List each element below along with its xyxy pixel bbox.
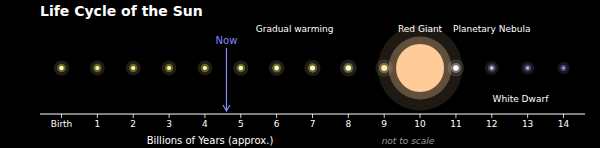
star <box>269 60 285 76</box>
star <box>90 61 105 76</box>
x-tick-label: 4 <box>202 119 208 129</box>
stars <box>54 26 570 111</box>
star-core <box>239 66 244 71</box>
star-glow <box>488 64 495 71</box>
star-glow <box>165 64 173 72</box>
star <box>447 60 464 77</box>
x-tick-label: 7 <box>310 119 316 129</box>
note: not to scale <box>382 136 435 146</box>
star-glow <box>343 63 353 73</box>
x-tick-label: Birth <box>51 119 73 129</box>
x-tick <box>276 114 277 118</box>
x-tick <box>312 114 313 118</box>
star-glow <box>272 64 281 73</box>
x-tick-label: 3 <box>166 119 172 129</box>
annotation: White Dwarf <box>493 94 550 104</box>
star-glow <box>269 60 285 76</box>
x-tick-label: 2 <box>130 119 136 129</box>
x-axis-label: Billions of Years (approx.) <box>147 135 274 146</box>
star-glow <box>90 61 105 76</box>
star-glow <box>521 61 534 74</box>
chart: Life Cycle of the SunBirth12345678910111… <box>0 0 600 148</box>
star-core <box>203 66 207 70</box>
star-core <box>274 66 279 71</box>
star-glow <box>308 63 317 72</box>
star-glow <box>54 60 69 75</box>
star-glow <box>233 60 248 75</box>
x-tick <box>420 114 421 118</box>
x-tick <box>61 114 62 118</box>
x-tick-label: 11 <box>450 119 461 129</box>
x-tick <box>204 114 205 118</box>
x-tick-label: 13 <box>522 119 533 129</box>
star <box>304 60 320 76</box>
star-glow <box>389 37 452 100</box>
star <box>198 61 213 76</box>
x-tick-label: 6 <box>274 119 280 129</box>
star-core <box>346 65 352 71</box>
annotation: Planetary Nebula <box>453 24 530 34</box>
star <box>557 62 569 74</box>
star-glow <box>198 61 213 76</box>
star-core <box>453 65 459 71</box>
star <box>340 60 357 77</box>
star-core <box>95 66 99 70</box>
x-tick-label: 8 <box>345 119 351 129</box>
x-tick-label: 10 <box>414 119 426 129</box>
star-core <box>131 66 135 70</box>
star <box>521 61 534 74</box>
background <box>0 0 600 148</box>
star-glow <box>93 64 101 72</box>
x-tick <box>455 114 456 118</box>
star-glow <box>57 64 66 73</box>
star-glow <box>560 65 566 71</box>
x-tick <box>133 114 134 118</box>
star-glow <box>129 64 137 72</box>
annotation-arrowhead <box>223 105 230 111</box>
star-core <box>526 66 529 69</box>
x-tick <box>348 114 349 118</box>
x-tick <box>527 114 528 118</box>
star-glow <box>447 60 464 77</box>
star <box>233 60 248 75</box>
title: Life Cycle of the Sun <box>40 3 203 19</box>
annotation: Now <box>216 35 238 46</box>
star-core <box>396 44 444 92</box>
star-glow <box>485 61 499 75</box>
x-tick <box>97 114 98 118</box>
star-core <box>310 65 315 70</box>
star <box>54 60 69 75</box>
x-tick <box>169 114 170 118</box>
star <box>485 61 499 75</box>
star <box>162 61 177 76</box>
star-glow <box>524 65 531 72</box>
x-tick-label: 1 <box>95 119 101 129</box>
star-glow <box>162 61 177 76</box>
x-tick <box>240 114 241 118</box>
annotation: Red Giant <box>398 24 443 34</box>
annotation-arrow <box>226 48 227 110</box>
star-glow <box>340 60 357 77</box>
star-core <box>490 66 494 70</box>
star-glow <box>236 64 245 73</box>
x-tick-label: 5 <box>238 119 244 129</box>
x-tick <box>491 114 492 118</box>
x-tick-label: 9 <box>381 119 387 129</box>
star-glow <box>201 64 209 72</box>
star-glow <box>304 60 320 76</box>
x-tick-label: 12 <box>486 119 497 129</box>
star-glow <box>557 62 569 74</box>
x-tick <box>384 114 385 118</box>
x-tick <box>563 114 564 118</box>
star-glow <box>126 61 141 76</box>
star-glow <box>451 63 461 73</box>
star <box>126 61 141 76</box>
star-core <box>59 66 64 71</box>
annotation: Gradual warming <box>256 24 334 34</box>
star-core <box>167 66 171 70</box>
star-core <box>562 67 565 70</box>
x-tick-label: 14 <box>558 119 570 129</box>
